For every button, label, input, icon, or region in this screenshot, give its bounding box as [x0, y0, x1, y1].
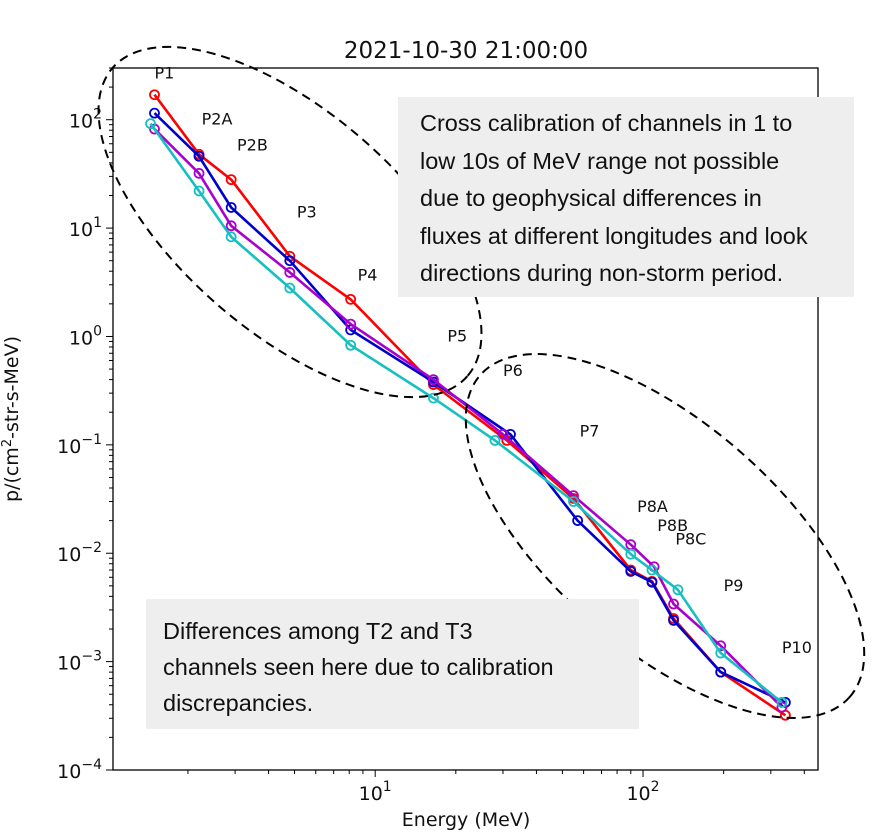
- chart-title: 2021-10-30 21:00:00: [344, 38, 588, 64]
- data-point-marker: [568, 496, 579, 507]
- channel-label: P8C: [675, 530, 706, 549]
- data-point-marker: [776, 697, 788, 708]
- series-line: [149, 122, 783, 704]
- note-line: channels seen here due to calibration: [163, 654, 554, 680]
- data-point-marker: [672, 584, 684, 596]
- x-tick-label: 101: [359, 779, 392, 805]
- data-point-marker: [145, 118, 156, 130]
- data-point-marker: [149, 107, 160, 119]
- data-point-marker: [625, 548, 637, 560]
- data-point-marker: [715, 666, 727, 678]
- series-line: [153, 128, 783, 709]
- calibration-note-box: Cross calibration of channels in 1 to lo…: [398, 97, 854, 297]
- channel-label: P9: [724, 576, 744, 595]
- series-line: [153, 112, 786, 704]
- channel-label: P1: [154, 64, 174, 83]
- data-point-marker: [345, 339, 357, 351]
- data-point-marker: [668, 598, 679, 610]
- y-tick-label: 10−1: [57, 432, 102, 458]
- y-tick-label: 10−2: [57, 540, 102, 566]
- x-axis-label: Energy (MeV): [402, 809, 530, 831]
- data-point-marker: [715, 647, 727, 659]
- note-line: fluxes at different longitudes and look: [420, 222, 808, 249]
- data-point-marker: [284, 282, 296, 294]
- channel-label: P8B: [657, 516, 688, 535]
- data-point-marker: [428, 392, 439, 404]
- y-tick-label: 101: [69, 215, 102, 241]
- note-line: Differences among T2 and T3: [163, 618, 473, 644]
- data-point-marker: [497, 428, 509, 440]
- data-point-marker: [625, 565, 637, 577]
- data-point-marker: [776, 701, 788, 713]
- channel-label: P10: [782, 638, 812, 657]
- data-point-marker: [646, 576, 658, 588]
- data-point-marker: [345, 293, 357, 305]
- data-point-marker: [225, 231, 237, 243]
- channel-label: P2A: [202, 110, 233, 129]
- y-axis-label: p/(cm2-str-s-MeV): [0, 336, 23, 502]
- axis-ticks: 10−4 10−3 10−2 10−1 100 101 102 101 102: [57, 67, 805, 805]
- channel-label: P3: [297, 203, 317, 222]
- data-point-marker: [225, 202, 237, 213]
- data-point-marker: [505, 428, 516, 440]
- data-point-marker: [489, 434, 501, 446]
- plot-frame: [112, 67, 819, 771]
- channel-label: P7: [580, 421, 600, 440]
- data-point-marker: [193, 150, 205, 162]
- note-line: discrepancies.: [163, 690, 314, 716]
- y-tick-label: 10−4: [57, 757, 102, 783]
- channel-label: P4: [358, 265, 378, 284]
- channel-label: P8A: [637, 497, 668, 516]
- data-series: [145, 89, 791, 721]
- channel-label: P5: [447, 326, 467, 345]
- data-point-marker: [284, 267, 296, 278]
- data-point-marker: [193, 167, 205, 179]
- y-tick-label: 100: [69, 323, 102, 349]
- channel-label: P2B: [237, 135, 268, 154]
- y-tick-label: 10−3: [57, 649, 102, 675]
- data-point-marker: [428, 374, 439, 386]
- data-point-marker: [225, 220, 237, 232]
- data-point-marker: [572, 515, 584, 527]
- data-point-marker: [225, 174, 237, 186]
- note-line: due to geophysical differences in: [420, 185, 762, 211]
- data-point-marker: [646, 564, 658, 576]
- data-point-marker: [668, 615, 679, 626]
- data-point-marker: [149, 89, 160, 101]
- channel-label: P6: [503, 361, 523, 380]
- y-tick-label: 102: [69, 107, 102, 133]
- x-tick-label: 102: [626, 779, 659, 805]
- note-line: low 10s of MeV range not possible: [420, 147, 780, 174]
- note-line: Cross calibration of channels in 1 to: [420, 110, 793, 136]
- data-point-marker: [345, 318, 357, 330]
- discrepancy-note-box: Differences among T2 and T3 channels see…: [146, 599, 639, 729]
- data-point-marker: [193, 185, 205, 197]
- data-point-marker: [284, 255, 296, 267]
- note-line: directions during non-storm period.: [420, 260, 784, 286]
